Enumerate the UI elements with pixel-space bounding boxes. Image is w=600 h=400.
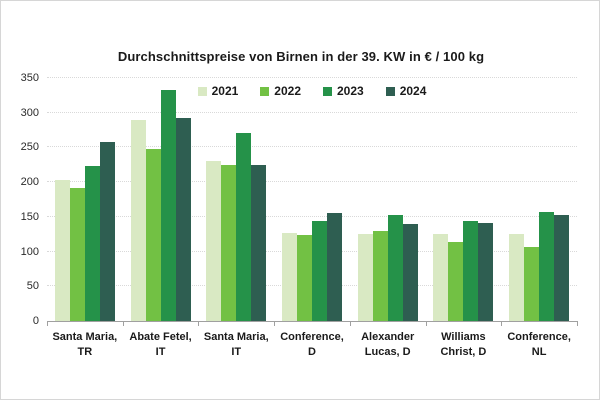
x-axis-line — [47, 321, 577, 322]
bar-2022 — [524, 247, 540, 321]
bar-2023 — [312, 221, 327, 321]
bar-2022 — [221, 165, 237, 321]
bar-2021 — [282, 232, 297, 321]
x-axis-tick — [349, 321, 351, 326]
gridline — [47, 215, 577, 217]
chart-title: Durchschnittspreise von Birnen in der 39… — [117, 49, 485, 64]
x-axis-category-label: Conference, D — [280, 331, 344, 358]
bar-2024 — [99, 141, 115, 321]
bar-2022 — [145, 148, 161, 321]
y-axis-tick-label: 250 — [20, 141, 39, 154]
bar-2023 — [387, 215, 403, 321]
legend-item-2021: 2021 — [197, 84, 239, 98]
y-axis-tick-label: 50 — [26, 280, 39, 293]
y-axis-tick-label: 350 — [20, 72, 39, 84]
bar-2021 — [433, 234, 449, 321]
x-axis-category-label: Santa Maria, IT — [203, 331, 269, 358]
legend-item-2023: 2023 — [323, 84, 364, 98]
bar-2022 — [448, 241, 464, 321]
legend-swatch-icon — [260, 86, 270, 96]
legend-swatch-icon — [197, 86, 207, 96]
legend-label: 2024 — [399, 84, 427, 98]
legend-swatch-icon — [323, 86, 332, 96]
gridline — [47, 111, 577, 113]
bar-2021 — [509, 233, 525, 321]
bar-2024 — [251, 165, 267, 321]
bar-2024 — [327, 213, 342, 321]
x-axis-tick — [122, 321, 124, 326]
x-axis-tick — [501, 321, 503, 326]
x-axis-category-label: Santa Maria, TR — [52, 331, 118, 358]
x-axis-tick — [425, 321, 427, 326]
x-axis-tick — [198, 321, 200, 326]
bar-2021 — [130, 120, 146, 321]
x-axis-tick — [274, 321, 276, 326]
y-axis-tick-label: 300 — [20, 106, 39, 119]
gridline — [47, 77, 577, 78]
legend: 2021 2022 2023 2024 — [47, 84, 577, 98]
bar-2023 — [160, 89, 176, 321]
legend-label: 2021 — [211, 84, 239, 98]
x-axis-category-label: Conference, NL — [507, 331, 571, 358]
legend-item-2024: 2024 — [385, 84, 427, 98]
y-axis-tick-label: 0 — [32, 315, 39, 327]
y-axis-tick-label: 100 — [20, 245, 39, 258]
bar-2024 — [478, 223, 494, 321]
bar-2024 — [175, 117, 191, 321]
bar-2023 — [236, 132, 252, 321]
x-axis-category-label: Williams Christ, D — [440, 331, 487, 358]
x-axis-tick — [47, 321, 48, 326]
bar-2021 — [54, 180, 70, 321]
y-axis-tick-label: 150 — [20, 210, 39, 223]
bar-2022 — [69, 187, 85, 321]
bar-2023 — [463, 221, 479, 321]
bar-2022 — [372, 230, 388, 321]
legend-item-2022: 2022 — [260, 84, 301, 98]
bar-2021 — [206, 161, 222, 321]
x-axis-category-label: Alexander Lucas, D — [361, 331, 415, 358]
bar-2024 — [554, 215, 570, 321]
gridline — [47, 181, 577, 183]
legend-label: 2023 — [337, 84, 364, 98]
bar-2024 — [402, 223, 418, 321]
y-axis-tick-label: 200 — [20, 176, 39, 189]
bar-2023 — [539, 211, 555, 321]
legend-swatch-icon — [385, 86, 395, 96]
x-axis-category-label: Abate Fetel, IT — [129, 331, 192, 358]
legend-label: 2022 — [274, 84, 301, 98]
bar-2023 — [84, 166, 100, 321]
bar-2022 — [297, 234, 312, 321]
bar-2021 — [357, 233, 373, 321]
x-axis-tick — [577, 321, 578, 326]
gridline — [47, 146, 577, 148]
